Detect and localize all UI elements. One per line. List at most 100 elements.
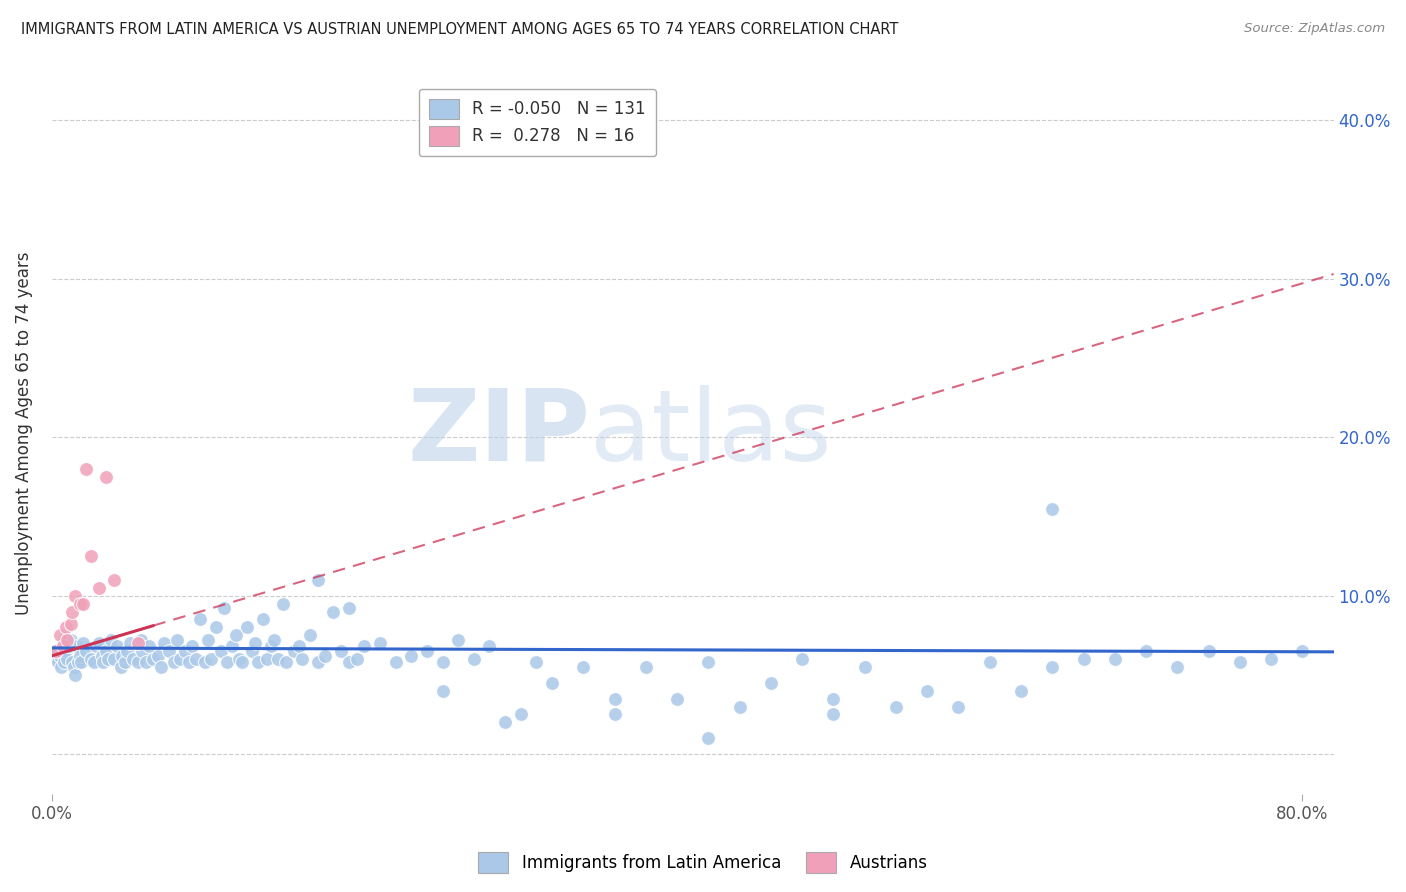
Point xyxy=(72,597,94,611)
Point xyxy=(322,605,344,619)
Point xyxy=(478,640,501,654)
Point xyxy=(114,655,136,669)
Point xyxy=(291,652,314,666)
Point xyxy=(138,640,160,654)
Point xyxy=(1104,652,1126,666)
Point xyxy=(541,675,564,690)
Point xyxy=(307,655,329,669)
Point xyxy=(337,655,360,669)
Point xyxy=(634,660,657,674)
Point xyxy=(142,652,165,666)
Point xyxy=(1229,655,1251,669)
Point xyxy=(135,655,157,669)
Point xyxy=(603,691,626,706)
Point xyxy=(157,644,180,658)
Point xyxy=(298,628,321,642)
Point xyxy=(524,655,547,669)
Point xyxy=(49,660,72,674)
Point xyxy=(1040,501,1063,516)
Point xyxy=(46,655,69,669)
Point xyxy=(509,707,531,722)
Point xyxy=(96,470,118,484)
Point xyxy=(240,644,263,658)
Point xyxy=(179,655,201,669)
Point xyxy=(330,644,353,658)
Point xyxy=(58,640,80,654)
Text: atlas: atlas xyxy=(591,384,832,482)
Point xyxy=(209,644,232,658)
Point xyxy=(205,620,228,634)
Point xyxy=(1040,660,1063,674)
Point xyxy=(212,601,235,615)
Point xyxy=(127,636,149,650)
Point xyxy=(127,655,149,669)
Legend: R = -0.050   N = 131, R =  0.278   N = 16: R = -0.050 N = 131, R = 0.278 N = 16 xyxy=(419,88,657,156)
Point xyxy=(432,655,454,669)
Point xyxy=(97,652,120,666)
Point xyxy=(853,660,876,674)
Point xyxy=(314,648,336,663)
Point xyxy=(1291,644,1313,658)
Point xyxy=(44,644,66,658)
Point xyxy=(276,655,298,669)
Point xyxy=(728,699,751,714)
Point xyxy=(111,648,134,663)
Point xyxy=(1166,660,1188,674)
Point xyxy=(72,636,94,650)
Point xyxy=(48,628,70,642)
Point xyxy=(66,640,89,654)
Point xyxy=(87,581,110,595)
Point xyxy=(221,640,243,654)
Point xyxy=(150,660,173,674)
Point xyxy=(979,655,1001,669)
Point xyxy=(87,636,110,650)
Point xyxy=(666,691,689,706)
Legend: Immigrants from Latin America, Austrians: Immigrants from Latin America, Austrians xyxy=(472,846,934,880)
Point xyxy=(55,644,77,658)
Point xyxy=(83,655,105,669)
Point xyxy=(236,620,259,634)
Point xyxy=(252,612,274,626)
Point xyxy=(463,652,485,666)
Point xyxy=(823,707,845,722)
Point xyxy=(181,640,204,654)
Point xyxy=(75,462,97,476)
Point xyxy=(228,652,250,666)
Point xyxy=(243,636,266,650)
Point xyxy=(166,633,188,648)
Point xyxy=(1198,644,1220,658)
Point xyxy=(45,644,67,658)
Point xyxy=(263,633,285,648)
Point xyxy=(1260,652,1282,666)
Point xyxy=(200,652,222,666)
Point xyxy=(131,644,153,658)
Point xyxy=(197,633,219,648)
Point xyxy=(103,652,125,666)
Point xyxy=(697,731,720,746)
Point xyxy=(84,640,107,654)
Point xyxy=(184,652,207,666)
Point xyxy=(697,655,720,669)
Y-axis label: Unemployment Among Ages 65 to 74 years: Unemployment Among Ages 65 to 74 years xyxy=(15,252,32,615)
Point xyxy=(56,652,79,666)
Point xyxy=(96,644,118,658)
Point xyxy=(948,699,970,714)
Point xyxy=(122,652,145,666)
Point xyxy=(1010,683,1032,698)
Point xyxy=(70,655,93,669)
Point xyxy=(80,652,103,666)
Point xyxy=(91,655,114,669)
Point xyxy=(63,589,86,603)
Point xyxy=(67,655,90,669)
Point xyxy=(287,640,309,654)
Point xyxy=(368,636,391,650)
Point xyxy=(69,597,91,611)
Point xyxy=(62,660,84,674)
Point xyxy=(169,652,191,666)
Point xyxy=(346,652,368,666)
Point xyxy=(188,612,211,626)
Point xyxy=(60,655,83,669)
Point xyxy=(103,573,125,587)
Point xyxy=(53,655,76,669)
Point xyxy=(153,636,176,650)
